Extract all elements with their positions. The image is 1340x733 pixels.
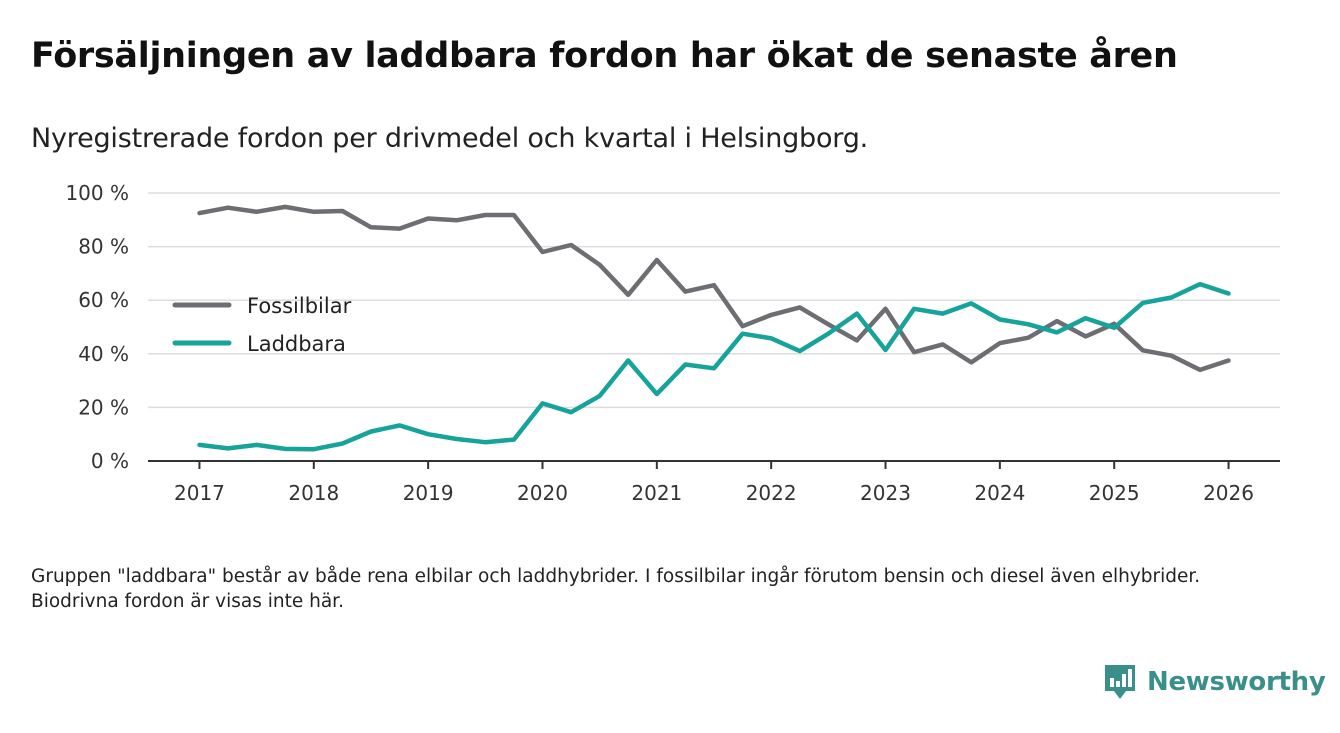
y-tick-label-100: 100 % xyxy=(65,181,129,205)
legend-label-fossilbilar: Fossilbilar xyxy=(247,294,352,318)
x-tick-label-2021: 2021 xyxy=(631,481,682,505)
series-lines xyxy=(197,204,1231,452)
y-tick-label-60: 60 % xyxy=(78,288,129,312)
x-tick-label-2026: 2026 xyxy=(1203,481,1254,505)
chart-subtitle: Nyregistrerade fordon per drivmedel och … xyxy=(31,123,869,154)
footnote: Gruppen "laddbara" består av både rena e… xyxy=(31,566,1201,612)
x-tick-label-2020: 2020 xyxy=(517,481,568,505)
x-axis xyxy=(148,460,1280,469)
y-tick-label-40: 40 % xyxy=(78,342,129,366)
brand-logo[interactable]: Newsworthy xyxy=(1103,662,1326,702)
y-tick-label-20: 20 % xyxy=(78,395,129,419)
legend: Fossilbilar Laddbara xyxy=(172,294,352,356)
y-axis-tick-labels: 0 % 20 % 40 % 60 % 80 % 100 % xyxy=(65,181,129,473)
brand-name: Newsworthy xyxy=(1147,667,1326,697)
x-tick-label-2023: 2023 xyxy=(860,481,911,505)
y-tick-label-0: 0 % xyxy=(91,449,129,473)
x-tick-label-2022: 2022 xyxy=(746,481,797,505)
newsworthy-logo-icon xyxy=(1105,665,1135,699)
legend-label-laddbara: Laddbara xyxy=(247,332,346,356)
line-chart: 0 % 20 % 40 % 60 % 80 % 100 % 2017 2018 2019 202… xyxy=(65,181,1280,505)
x-tick-label-2017: 2017 xyxy=(174,481,225,505)
x-tick-label-2019: 2019 xyxy=(403,481,454,505)
x-tick-label-2024: 2024 xyxy=(974,481,1025,505)
series-line-laddbara xyxy=(197,281,1231,452)
x-tick-label-2018: 2018 xyxy=(288,481,339,505)
x-axis-tick-labels: 2017 2018 2019 2020 2021 2022 2023 2024 2025 2026 xyxy=(174,481,1254,505)
grid-lines xyxy=(148,192,1280,409)
y-tick-label-80: 80 % xyxy=(78,235,129,259)
series-line-fossilbilar xyxy=(197,204,1231,373)
chart-title: Försäljningen av laddbara fordon har öka… xyxy=(31,36,1178,76)
x-tick-label-2025: 2025 xyxy=(1089,481,1140,505)
